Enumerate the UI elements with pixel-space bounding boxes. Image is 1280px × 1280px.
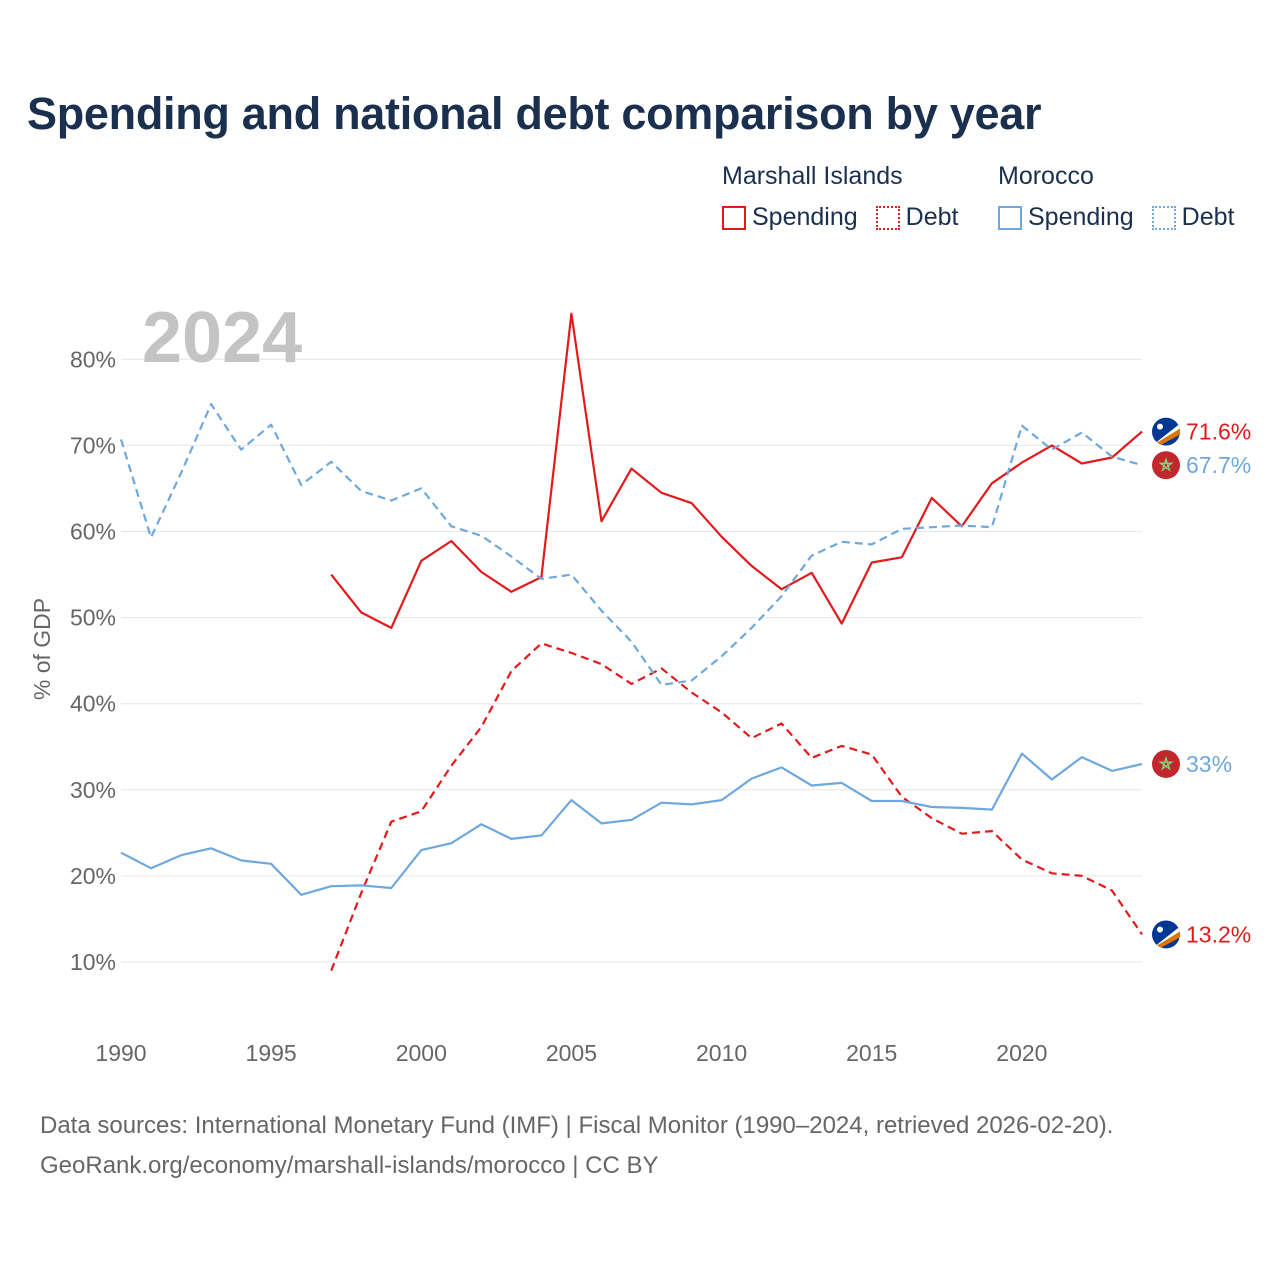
series-line-marshall-islands-spending bbox=[330, 312, 1143, 629]
end-value-label: 13.2% bbox=[1186, 921, 1251, 947]
legend-swatch-dotted bbox=[1151, 205, 1176, 230]
end-value-label: 33% bbox=[1186, 751, 1232, 777]
marshall-islands-flag-icon bbox=[1152, 417, 1180, 446]
grid-layer: 10% 20% 30% 40% 50% 60% 70% 80% 1990 1995 2000 2005… bbox=[70, 346, 1142, 1066]
legend-item-label: Spending bbox=[752, 203, 858, 231]
year-watermark: 2024 bbox=[142, 298, 302, 378]
end-value-label: 71.6% bbox=[1186, 419, 1251, 445]
y-tick-label: 20% bbox=[70, 863, 116, 889]
legend-swatch-solid bbox=[722, 205, 746, 230]
x-tick-label: 2015 bbox=[846, 1040, 897, 1066]
series-line-marshall-islands-debt bbox=[330, 642, 1143, 971]
legend-group-label: Morocco bbox=[998, 162, 1094, 190]
legend-group-marshall-islands: Marshall Islands Spending Debt bbox=[722, 162, 976, 232]
marshall-islands-flag-icon bbox=[1152, 920, 1180, 949]
series-line-morocco-spending bbox=[120, 752, 1143, 896]
x-tick-label: 1990 bbox=[95, 1040, 146, 1066]
end-label-layer: 71.6% 13.2% 33% 67.7% bbox=[1152, 417, 1251, 949]
legend-item-label: Debt bbox=[905, 203, 959, 231]
y-tick-label: 60% bbox=[70, 519, 116, 545]
footer: Data sources: International Monetary Fun… bbox=[40, 1106, 1113, 1186]
y-tick-label: 50% bbox=[70, 605, 116, 631]
footer-sources: Data sources: International Monetary Fun… bbox=[40, 1112, 1114, 1139]
legend-item-marshall-islands-debt[interactable]: Debt bbox=[875, 203, 959, 232]
x-tick-label: 2020 bbox=[996, 1040, 1047, 1066]
x-tick-label: 1995 bbox=[246, 1040, 297, 1066]
series-layer bbox=[119, 312, 1143, 971]
y-axis-title: % of GDP bbox=[29, 598, 55, 700]
x-tick-label: 2000 bbox=[396, 1040, 447, 1066]
morocco-flag-icon bbox=[1152, 749, 1180, 778]
y-tick-label: 40% bbox=[70, 691, 116, 717]
legend-group-label: Marshall Islands bbox=[722, 162, 903, 190]
x-tick-label: 2005 bbox=[546, 1040, 597, 1066]
series-line-morocco-debt bbox=[119, 403, 1143, 686]
y-tick-label: 80% bbox=[70, 346, 116, 372]
legend-group-morocco: Morocco Spending Debt bbox=[998, 162, 1252, 232]
legend-item-morocco-spending[interactable]: Spending bbox=[998, 203, 1134, 232]
legend-item-morocco-debt[interactable]: Debt bbox=[1151, 203, 1235, 232]
legend-swatch-solid bbox=[998, 205, 1022, 230]
legend-item-label: Debt bbox=[1181, 203, 1235, 231]
x-tick-label: 2010 bbox=[696, 1040, 747, 1066]
legend-swatch-dotted bbox=[875, 205, 900, 230]
footer-url: GeoRank.org/economy/marshall-islands/mor… bbox=[40, 1152, 659, 1179]
end-value-label: 67.7% bbox=[1186, 452, 1251, 478]
y-tick-label: 10% bbox=[70, 949, 116, 975]
morocco-flag-icon bbox=[1152, 451, 1180, 480]
line-chart: 10% 20% 30% 40% 50% 60% 70% 80% 1990 1995 2000 2005… bbox=[29, 298, 1251, 1066]
legend-item-label: Spending bbox=[1028, 203, 1134, 231]
y-tick-label: 70% bbox=[70, 432, 116, 458]
y-tick-label: 30% bbox=[70, 777, 116, 803]
chart-title: Spending and national debt comparison by… bbox=[27, 88, 1042, 139]
legend-item-marshall-islands-spending[interactable]: Spending bbox=[722, 203, 858, 232]
